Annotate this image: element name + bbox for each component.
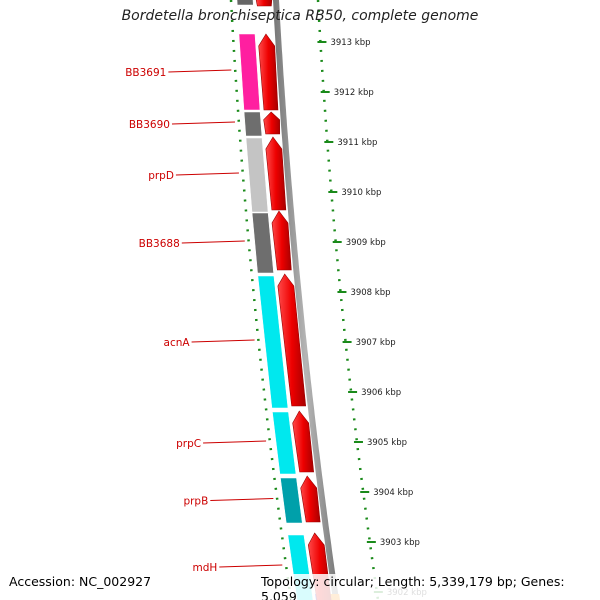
topology-text: Topology: circular; Length: 5,339,179 bp… <box>260 574 600 600</box>
cds-arrow[interactable] <box>277 273 307 407</box>
gene-label-pointer <box>210 498 274 501</box>
outer-dotted-track <box>316 0 380 600</box>
scale-label: 3904 kbp <box>373 488 413 498</box>
gene-label[interactable]: mdH <box>192 562 217 574</box>
gene-label-pointer <box>191 339 255 343</box>
gene-block[interactable] <box>272 411 297 475</box>
scale-label: 3911 kbp <box>337 138 377 148</box>
cds-arrow[interactable] <box>258 33 279 111</box>
cds-arrow[interactable] <box>263 111 281 135</box>
gene-label-pointer <box>171 121 235 125</box>
gene-label[interactable]: BB3690 <box>129 119 170 131</box>
accession-text: Accession: NC_002927 <box>8 574 153 589</box>
cds-arrow[interactable] <box>265 136 287 211</box>
gene-label[interactable]: BB3691 <box>125 67 166 79</box>
gene-label-pointer <box>203 440 267 444</box>
cds-arrow[interactable] <box>300 475 321 523</box>
gene-block[interactable] <box>238 33 261 111</box>
scale-label: 3910 kbp <box>341 188 381 198</box>
gene-label[interactable]: prpC <box>176 438 201 450</box>
genome-backbone <box>272 0 340 600</box>
scale-label: 3903 kbp <box>380 538 420 548</box>
cds-arrow[interactable] <box>292 410 315 473</box>
gene-label[interactable]: BB3688 <box>139 238 180 250</box>
gene-block[interactable] <box>257 275 289 409</box>
gene-block[interactable] <box>251 212 274 274</box>
gene-label[interactable]: prpB <box>183 496 208 508</box>
scale-label: 3909 kbp <box>346 238 386 248</box>
gene-label-pointer <box>219 564 283 568</box>
scale-label: 3906 kbp <box>361 388 401 398</box>
gene-block[interactable] <box>243 111 263 137</box>
scale-label: 3908 kbp <box>350 288 390 298</box>
gene-block[interactable] <box>236 0 254 6</box>
scale-label: 3907 kbp <box>356 338 396 348</box>
gene-block[interactable] <box>245 137 269 213</box>
inner-dotted-track <box>229 0 293 600</box>
gene-label-pointer <box>175 172 239 176</box>
scale-label: 3913 kbp <box>330 38 370 48</box>
scale-label: 3905 kbp <box>367 438 407 448</box>
gene-block[interactable] <box>280 477 303 524</box>
gene-label[interactable]: prpD <box>148 170 174 182</box>
scale-label: 3912 kbp <box>334 88 374 98</box>
cds-arrow[interactable] <box>271 210 292 271</box>
map-title: Bordetella bronchiseptica RB50, complete… <box>121 8 479 24</box>
gene-label-pointer <box>168 69 232 73</box>
cds-arrow[interactable] <box>255 0 273 7</box>
gene-label[interactable]: acnA <box>164 337 191 349</box>
gene-label-pointer <box>181 240 245 244</box>
